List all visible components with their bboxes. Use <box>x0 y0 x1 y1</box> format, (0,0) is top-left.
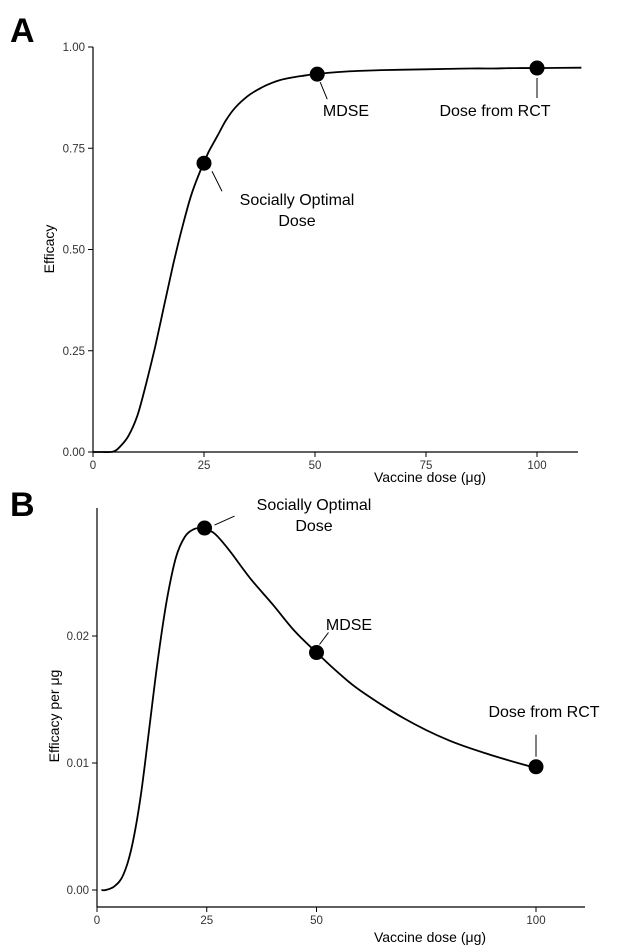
panel-b-markers: Socially Optimal Dose MDSE Dose from RCT <box>197 497 600 775</box>
panel-b-y-tick-label: 0.01 <box>67 758 89 770</box>
panel-b-x-axis-title: Vaccine dose (μg) <box>374 929 486 945</box>
panel-a-y-tick-label: 0.00 <box>63 447 85 459</box>
panel-a-x-ticks: 0 25 50 75 100 <box>90 452 547 472</box>
panel-a-x-tick-label: 100 <box>527 460 546 472</box>
panel-a-annotation-label: Dose <box>278 213 315 230</box>
panel-b-annotation-label: MDSE <box>326 617 372 634</box>
panel-b-x-ticks: 0 25 50 100 <box>94 907 546 927</box>
panel-b-y-tick-label: 0.00 <box>67 885 89 897</box>
panel-b-annotation-label: Dose from RCT <box>488 704 599 721</box>
panel-a-x-tick-label: 0 <box>90 460 96 472</box>
panel-a-x-tick-label: 75 <box>420 460 433 472</box>
panel-b-leader-line <box>214 515 235 526</box>
panel-b-y-tick-label: 0.02 <box>67 631 89 643</box>
panel-a-y-axis-title: Efficacy <box>41 225 57 274</box>
panel-a-markers: Socially Optimal Dose MDSE Dose from RCT <box>196 60 551 230</box>
panel-b-efficacy-per-ug-curve <box>101 527 537 892</box>
panel-b-x-tick-label: 50 <box>310 915 323 927</box>
panel-b: B 0 25 50 100 0.00 0.01 0.02 Vaccine dose (μg… <box>10 486 600 945</box>
panel-a-point <box>309 66 325 82</box>
panel-b-x-tick-label: 25 <box>200 915 213 927</box>
panel-b-point <box>309 645 324 661</box>
panel-a-y-tick-label: 0.75 <box>63 143 85 155</box>
panel-a-leader-line <box>211 171 223 192</box>
panel-b-point <box>528 759 544 775</box>
panel-a-y-ticks: 0.00 0.25 0.50 0.75 1.00 <box>63 42 93 459</box>
panel-b-annotation-label: Socially Optimal <box>257 497 372 514</box>
panel-b-annotation-label: Dose <box>295 518 332 535</box>
panel-b-leader-line <box>319 632 329 645</box>
panel-a-leader-line <box>319 81 328 100</box>
panel-a-y-tick-label: 0.50 <box>63 245 85 257</box>
panel-a-y-tick-label: 0.25 <box>63 346 85 358</box>
panel-b-x-tick-label: 0 <box>94 915 100 927</box>
panel-b-x-tick-label: 100 <box>526 915 545 927</box>
panel-a: A 0 25 50 75 100 0.00 0.25 0.50 0.75 1.00 Vaccin… <box>10 12 582 485</box>
panel-a-annotation-label: Dose from RCT <box>439 103 550 120</box>
panel-b-y-ticks: 0.00 0.01 0.02 <box>67 631 97 897</box>
panel-a-point <box>196 155 212 171</box>
panel-b-label: B <box>10 486 35 524</box>
panel-a-x-tick-label: 25 <box>198 460 211 472</box>
panel-a-y-tick-label: 1.00 <box>63 42 85 54</box>
panel-a-label: A <box>10 12 35 50</box>
panel-a-annotation-label: MDSE <box>323 103 369 120</box>
panel-a-x-tick-label: 50 <box>309 460 322 472</box>
panel-a-x-axis-title: Vaccine dose (μg) <box>374 469 486 485</box>
panel-b-y-axis-title: Efficacy per μg <box>46 670 62 763</box>
panel-b-point <box>197 520 213 536</box>
panel-a-efficacy-curve <box>93 66 582 453</box>
panel-a-annotation-label: Socially Optimal <box>240 192 355 209</box>
panel-a-point <box>529 60 545 76</box>
